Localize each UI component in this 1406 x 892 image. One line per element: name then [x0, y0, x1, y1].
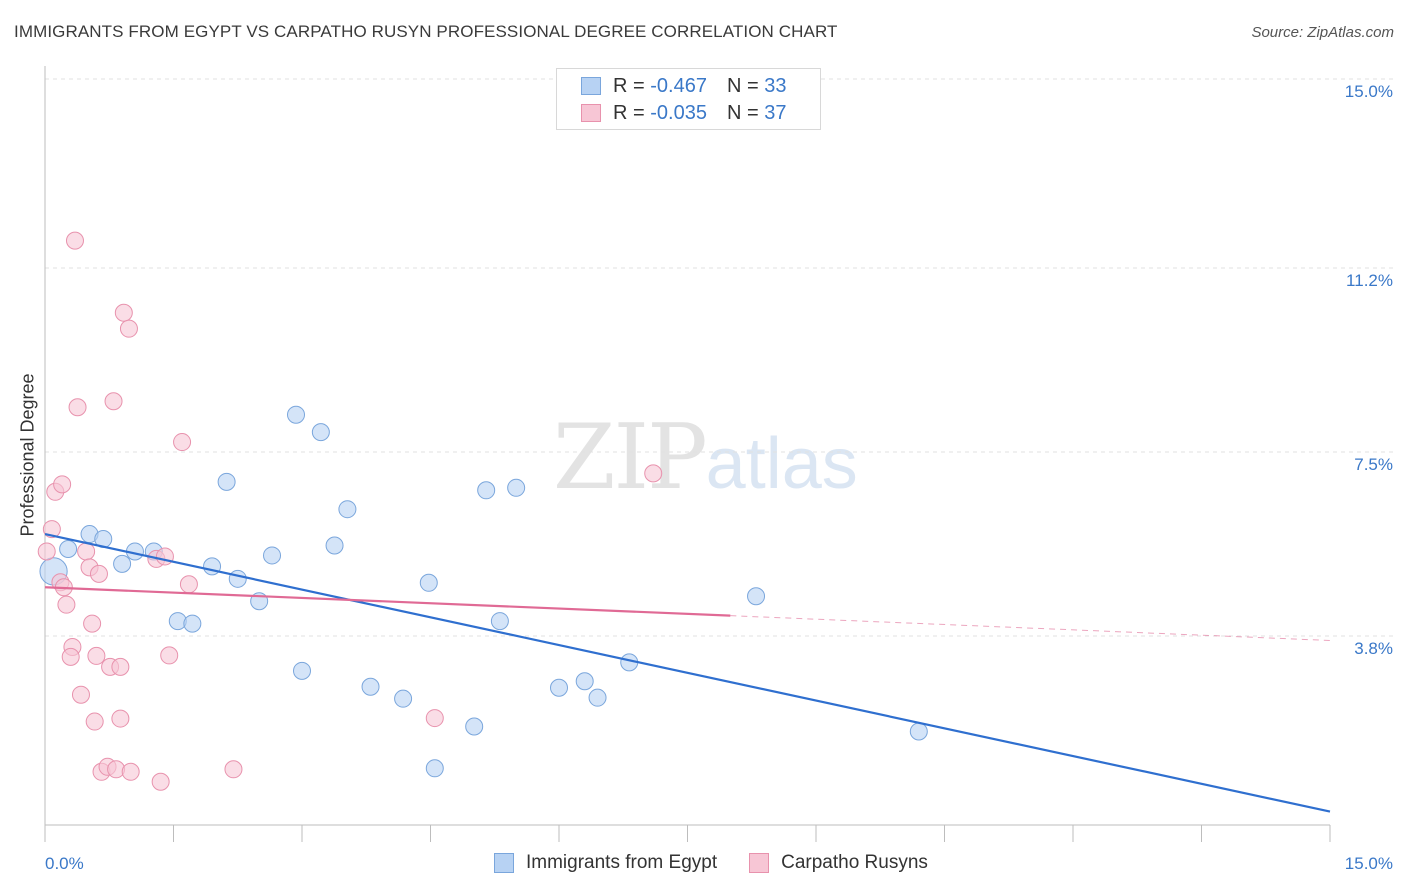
rusyn-point [160, 646, 179, 665]
r-value: -0.035 [650, 101, 707, 124]
rusyn-point [173, 433, 192, 452]
series-legend: Immigrants from Egypt Carpatho Rusyns [494, 852, 960, 874]
rusyn-point [87, 646, 106, 665]
rusyn-point [83, 614, 102, 633]
egypt-point [588, 688, 607, 707]
egypt-swatch [494, 853, 514, 873]
y-axis-label: Professional Degree [17, 373, 38, 537]
rusyn-point [179, 575, 198, 594]
egypt-point [325, 536, 344, 555]
legend-item-egypt: Immigrants from Egypt [494, 852, 717, 874]
egypt-point [311, 423, 330, 442]
egypt-point [394, 689, 413, 708]
rusyn-point [37, 542, 56, 561]
egypt-point [477, 481, 496, 500]
egypt-point [183, 614, 202, 633]
y-tick-label: 7.5% [1354, 455, 1393, 474]
rusyn-point [89, 564, 108, 583]
rusyn-point [61, 647, 80, 666]
rusyn-point [425, 709, 444, 728]
rusyn-point [121, 762, 140, 781]
egypt-point [490, 612, 509, 631]
rusyn-point [104, 392, 123, 411]
rusyn-point [111, 709, 130, 728]
rusyn-swatch [581, 104, 601, 122]
r-label: R = [613, 74, 645, 97]
r-label: R = [613, 101, 645, 124]
rusyn-point [77, 542, 96, 561]
egypt-point [287, 405, 306, 424]
egypt-point [419, 573, 438, 592]
egypt-point [228, 569, 247, 588]
rusyn-point [42, 520, 61, 539]
rusyn-point [155, 547, 174, 566]
stats-legend: R = -0.467 N = 33 R = -0.035 N = 37 [556, 68, 821, 130]
legend-label-rusyn: Carpatho Rusyns [781, 852, 928, 873]
stats-row-egypt: R = -0.467 N = 33 [581, 74, 786, 98]
egypt-point [338, 500, 357, 519]
egypt-point [217, 472, 236, 491]
x-tick-label: 0.0% [45, 854, 84, 873]
egypt-point [113, 554, 132, 573]
y-tick-label: 15.0% [1345, 82, 1393, 101]
rusyn-point [114, 303, 133, 322]
legend-item-rusyn: Carpatho Rusyns [749, 852, 928, 874]
y-tick-label: 3.8% [1354, 639, 1393, 658]
rusyn-point [111, 657, 130, 676]
watermark-zip: ZIP [553, 405, 708, 510]
egypt-point [293, 661, 311, 680]
egypt-point [909, 722, 928, 741]
rusyn-point [53, 475, 72, 494]
egypt-point [747, 587, 766, 606]
chart-title: IMMIGRANTS FROM EGYPT VS CARPATHO RUSYN … [14, 22, 838, 41]
egypt-point [575, 672, 594, 691]
egypt-point [263, 546, 282, 565]
n-value: 37 [764, 101, 787, 124]
rusyn-trendline [44, 586, 731, 617]
legend-label-egypt: Immigrants from Egypt [526, 852, 718, 873]
rusyn-swatch [749, 853, 770, 873]
egypt-trendline [44, 532, 1331, 813]
egypt-point [361, 677, 380, 696]
rusyn-point [71, 685, 90, 704]
egypt-point [465, 717, 484, 736]
n-label: N = [726, 74, 759, 97]
x-tick-label: 15.0% [1345, 854, 1393, 873]
rusyn-trendline-extension [730, 615, 1331, 641]
stats-row-rusyn: R = -0.035 N = 37 [581, 101, 786, 125]
r-value: -0.467 [650, 74, 707, 97]
rusyn-point [644, 464, 663, 483]
rusyn-point [119, 319, 138, 338]
y-tick-label: 11.2% [1346, 271, 1393, 290]
watermark-atlas: atlas [705, 424, 858, 504]
egypt-point [59, 539, 78, 558]
n-value: 33 [764, 74, 787, 97]
rusyn-point [151, 772, 170, 791]
rusyn-point [224, 760, 243, 779]
rusyn-point [57, 595, 76, 614]
rusyn-point [85, 712, 104, 731]
egypt-swatch [581, 77, 601, 95]
rusyn-point [65, 231, 84, 250]
egypt-point [425, 759, 444, 778]
source-label: Source: ZipAtlas.com [1251, 24, 1394, 41]
egypt-point [507, 478, 526, 497]
n-label: N = [726, 101, 759, 124]
rusyn-point [68, 398, 87, 417]
zipatlas-watermark: ZIPatlas [553, 405, 858, 510]
egypt-point [550, 678, 568, 697]
